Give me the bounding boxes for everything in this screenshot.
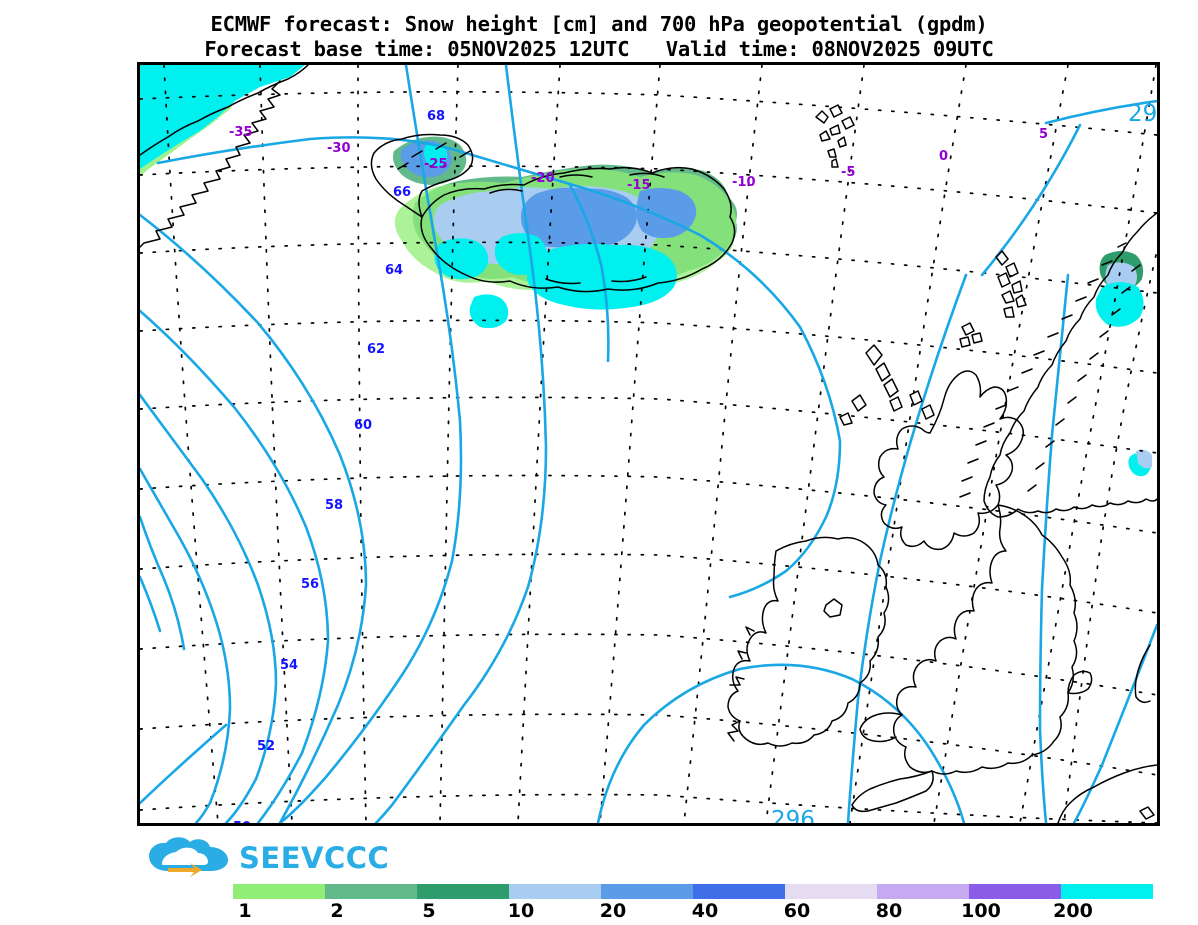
- colorbar-swatch-2: [417, 884, 509, 899]
- lat-label: 60: [354, 418, 373, 433]
- lon-label: -10: [732, 175, 756, 190]
- snow-shading-greenland: [140, 65, 305, 177]
- map-graphics: [140, 65, 1157, 823]
- colorbar-tick-20: 20: [599, 900, 627, 922]
- lon-label: 5: [1039, 127, 1049, 142]
- lon-label: -20: [531, 171, 555, 186]
- colorbar-tick-40: 40: [691, 900, 719, 922]
- colorbar-swatch-6: [785, 884, 877, 899]
- lon-label: -30: [327, 141, 351, 156]
- lon-label: -25: [424, 157, 448, 172]
- snow-shading-iceland: [393, 136, 737, 329]
- colorbar-tick-10: 10: [507, 900, 535, 922]
- colorbar-swatch-9: [1061, 884, 1153, 899]
- coastlines: [140, 65, 1157, 823]
- colorbar-swatch-5: [693, 884, 785, 899]
- colorbar-swatches: [233, 884, 1153, 899]
- colorbar-tick-80: 80: [875, 900, 903, 922]
- colorbar-tick-100: 100: [961, 900, 1001, 922]
- colorbar-swatch-4: [601, 884, 693, 899]
- colorbar: [233, 884, 1153, 899]
- lat-label: 64: [385, 263, 404, 278]
- title-line-2: Forecast base time: 05NOV2025 12UTC Vali…: [204, 37, 994, 61]
- lon-label: -5: [841, 165, 856, 180]
- colorbar-tick-1: 1: [238, 900, 252, 922]
- lon-label: -15: [627, 178, 651, 193]
- lat-label: 56: [301, 577, 320, 592]
- chart-title-block: ECMWF forecast: Snow height [cm] and 700…: [0, 12, 1198, 62]
- lat-label: 66: [393, 185, 412, 200]
- logo-text: SEEVCCC: [239, 841, 390, 875]
- lat-label: 52: [257, 739, 276, 754]
- lon-label: 0: [939, 149, 949, 164]
- map-canvas[interactable]: -35 -30 -25 -20 -15 -10 -5 0 5 68 66 64 …: [137, 62, 1160, 826]
- colorbar-tick-200: 200: [1053, 900, 1093, 922]
- colorbar-tick-2: 2: [330, 900, 344, 922]
- lat-label: 54: [280, 658, 299, 673]
- geopotential-contours: [140, 65, 1157, 823]
- colorbar-ticks: 1 2 5 10 20 40 60 80 100 200: [233, 900, 1153, 924]
- title-line-1: ECMWF forecast: Snow height [cm] and 700…: [210, 12, 988, 36]
- seevccc-logo: SEEVCCC: [146, 836, 389, 880]
- colorbar-swatch-3: [509, 884, 601, 899]
- lon-label: -35: [229, 125, 253, 140]
- lat-label: 58: [325, 498, 344, 513]
- lat-label: 62: [367, 342, 386, 357]
- colorbar-tick-5: 5: [422, 900, 436, 922]
- contour-label-296-top: 296: [1128, 101, 1158, 127]
- lat-label: 50: [233, 820, 251, 823]
- contour-label-296-bottom: 296: [771, 807, 815, 826]
- colorbar-swatch-7: [877, 884, 969, 899]
- cloud-arrow-icon: [149, 837, 228, 877]
- colorbar-tick-60: 60: [783, 900, 811, 922]
- lat-label: 68: [427, 109, 446, 124]
- colorbar-swatch-1: [325, 884, 417, 899]
- colorbar-swatch-0: [233, 884, 325, 899]
- colorbar-swatch-8: [969, 884, 1061, 899]
- graticule: [140, 65, 1157, 823]
- snow-shading-norway: [1095, 251, 1152, 477]
